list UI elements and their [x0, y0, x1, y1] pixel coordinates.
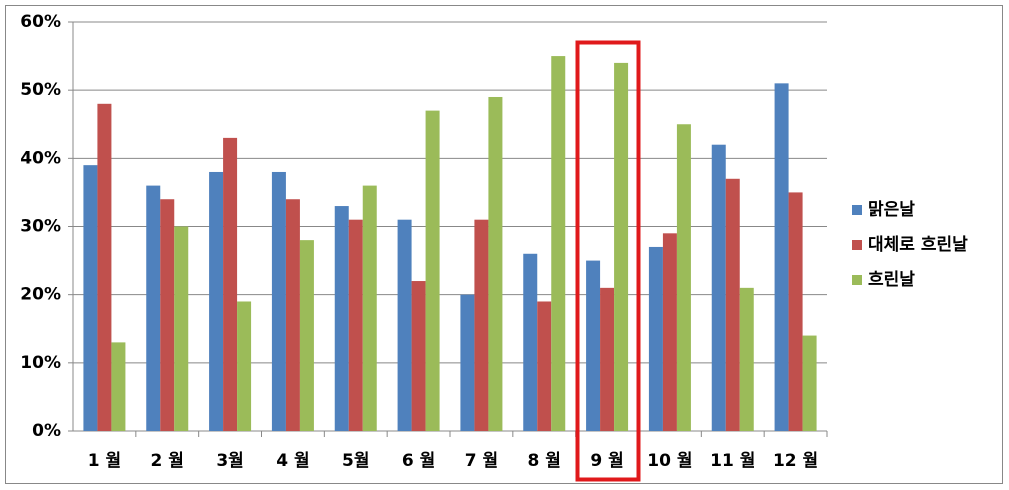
bar: [348, 219, 363, 431]
x-tick-label: 9 월: [590, 451, 623, 471]
bar: [648, 246, 663, 431]
x-tick-label: 2 월: [151, 451, 184, 471]
x-tick-label: 10 월: [647, 451, 692, 471]
bar: [285, 199, 300, 431]
bar: [586, 260, 601, 431]
x-tick-label: 1 월: [88, 451, 121, 471]
bar: [209, 171, 224, 431]
y-tick-label: 50%: [20, 80, 61, 100]
bar: [523, 253, 538, 431]
bar: [425, 110, 440, 431]
x-tick-label: 11 월: [710, 451, 755, 471]
y-tick-label: 40%: [20, 148, 61, 168]
bar: [676, 124, 691, 431]
bar: [97, 103, 112, 432]
plot-area: 0% 10% 20% 30% 40% 50% 60% 1 월 2 월 3월 4 월 5월 6 월 7 월 8…: [20, 12, 968, 471]
bar: [271, 171, 286, 431]
legend-swatch: [852, 205, 862, 215]
bar: [411, 281, 426, 431]
x-tick-label: 5월: [342, 451, 369, 471]
bar: [362, 185, 377, 431]
legend-swatch: [852, 275, 862, 285]
x-tick-label: 12 월: [773, 451, 818, 471]
legend-label: 흐린날: [868, 270, 915, 290]
bar: [551, 56, 566, 431]
bar: [299, 240, 314, 431]
y-tick-label: 60%: [20, 12, 61, 32]
bar: [83, 165, 98, 431]
x-tick-label: 7 월: [465, 451, 498, 471]
y-tick-label: 0%: [32, 421, 61, 441]
x-tick-label: 6 월: [402, 451, 435, 471]
bar: [223, 137, 238, 431]
bar: [725, 178, 740, 431]
bar: [160, 199, 175, 431]
bar: [174, 226, 189, 431]
legend-label: 대체로 흐린날: [868, 235, 968, 255]
bar: [774, 83, 789, 431]
highlight-box: [575, 40, 641, 482]
bar: [802, 335, 817, 431]
y-tick-label: 20%: [20, 285, 61, 305]
bar: [662, 233, 677, 431]
bar: [237, 301, 252, 431]
x-tick-label: 4 월: [276, 451, 309, 471]
bar: [111, 342, 126, 431]
bar: [488, 96, 503, 431]
bar: [146, 185, 161, 431]
bar: [614, 62, 629, 432]
bar: [334, 206, 349, 431]
bar: [460, 294, 475, 431]
bar: [537, 301, 552, 431]
bar: [397, 219, 412, 431]
y-tick-label: 10%: [20, 353, 61, 373]
bar: [739, 287, 754, 431]
bar: [788, 192, 803, 431]
bar: [474, 219, 489, 431]
legend-swatch: [852, 240, 862, 250]
legend-label: 맑은날: [868, 199, 915, 220]
bar: [711, 144, 726, 431]
bar: [600, 287, 615, 431]
x-tick-label: 3월: [216, 451, 243, 471]
x-tick-label: 8 월: [528, 451, 561, 471]
y-tick-label: 30%: [20, 217, 61, 237]
